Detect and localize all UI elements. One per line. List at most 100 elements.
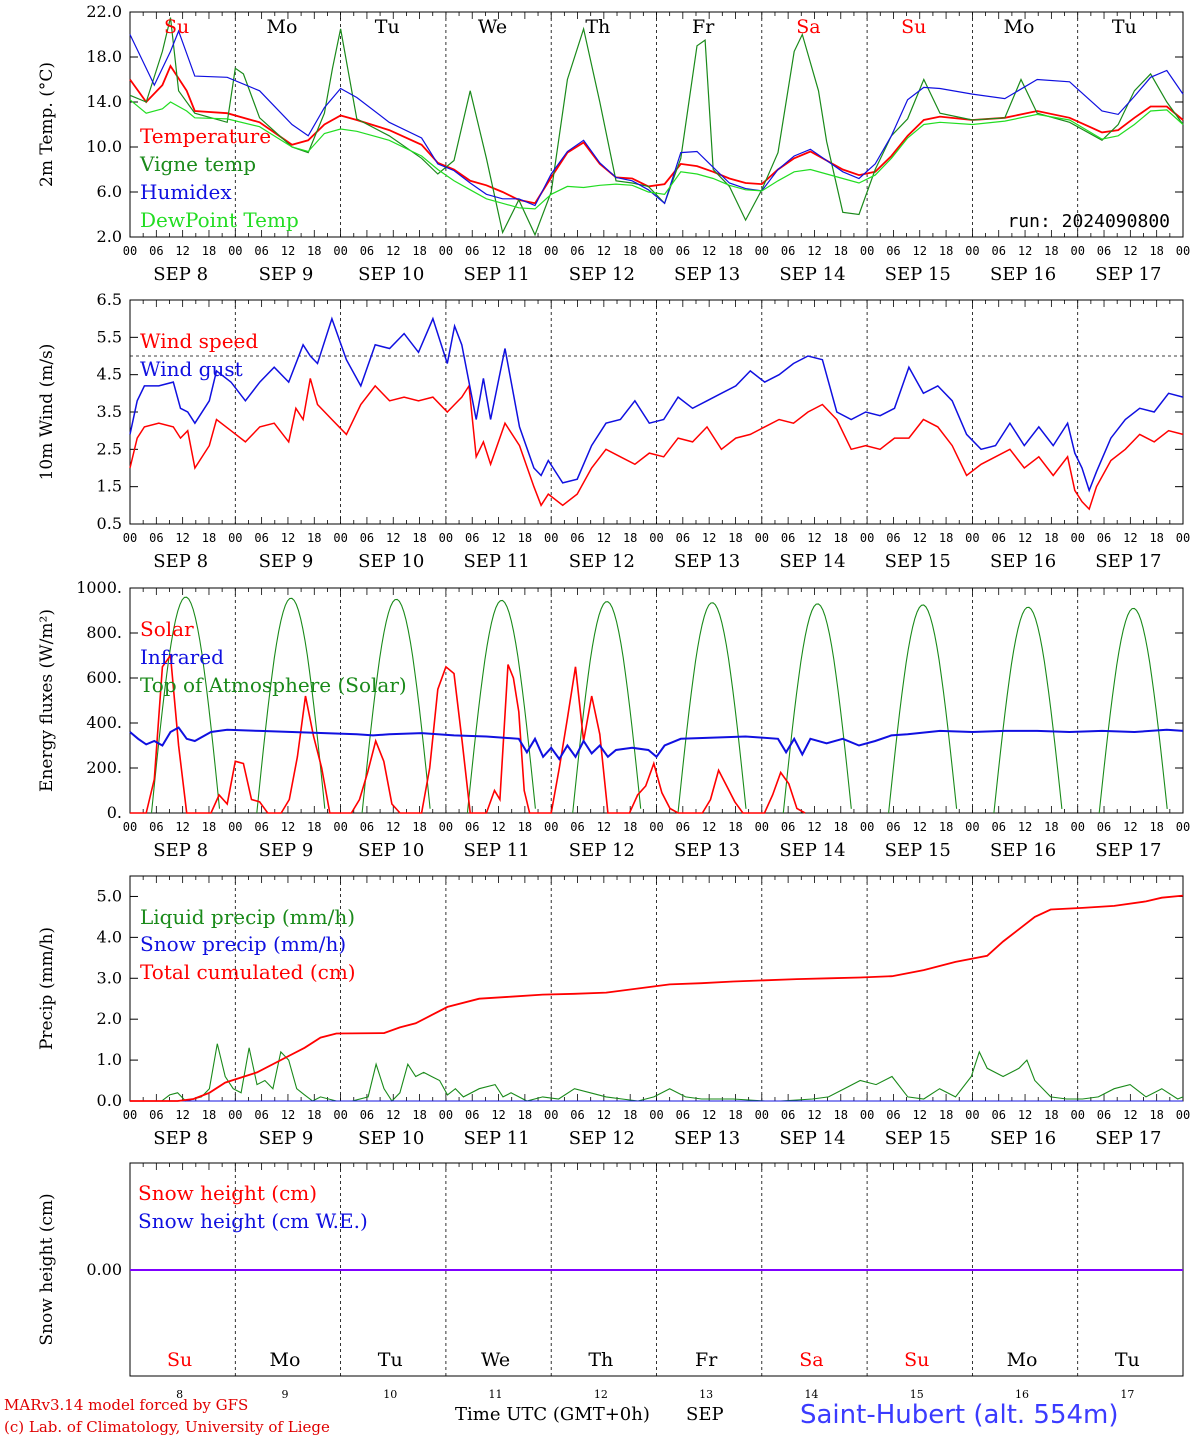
- day-number: 15: [910, 1388, 924, 1401]
- hour-tick-label: 18: [412, 531, 426, 545]
- hour-tick-label: 00: [755, 244, 769, 258]
- toa-solar-arc: [361, 598, 431, 814]
- date-label: SEP 16: [990, 840, 1056, 861]
- y-tick-label: 2.5: [97, 439, 122, 458]
- hour-tick-label: 18: [412, 244, 426, 258]
- toa-solar-arc: [888, 604, 958, 814]
- date-label: SEP 12: [569, 840, 635, 861]
- hour-tick-label: 12: [1123, 244, 1137, 258]
- hour-tick-label: 06: [149, 531, 163, 545]
- hour-tick-label: 00: [649, 820, 663, 834]
- hour-tick-label: 00: [860, 820, 874, 834]
- toa-solar-arc: [993, 606, 1063, 814]
- hour-tick-label: 12: [597, 820, 611, 834]
- hour-tick-label: 06: [991, 531, 1005, 545]
- date-label: SEP 17: [1095, 1128, 1161, 1149]
- hour-tick-label: 12: [491, 531, 505, 545]
- hour-tick-label: 12: [702, 1108, 716, 1122]
- date-label: SEP 9: [259, 264, 314, 285]
- y-tick-label: 5.0: [97, 886, 122, 905]
- panel-frame: [129, 11, 1184, 238]
- legend-blue: Infrared: [140, 645, 224, 669]
- hour-tick-label: 00: [1070, 820, 1084, 834]
- hour-tick-label: 00: [439, 531, 453, 545]
- hour-tick-label: 06: [570, 820, 584, 834]
- date-label: SEP 8: [153, 551, 208, 572]
- hour-tick-label: 06: [676, 531, 690, 545]
- hour-tick-label: 18: [202, 244, 216, 258]
- panel-3: [129, 587, 1184, 814]
- hour-tick-label: 06: [254, 1108, 268, 1122]
- weekday-bottom: Su: [167, 1349, 192, 1371]
- date-label: SEP 12: [569, 1128, 635, 1149]
- hour-tick-label: 12: [597, 244, 611, 258]
- y-tick-label: 5.5: [97, 327, 122, 346]
- toa-solar-arc: [466, 599, 536, 814]
- weekday-top: Tu: [1112, 16, 1137, 38]
- y-axis-title: Energy fluxes (W/m²): [37, 609, 57, 792]
- date-label: SEP 11: [463, 264, 529, 285]
- weekday-bottom: Th: [588, 1349, 613, 1371]
- hour-tick-label: 12: [807, 1108, 821, 1122]
- series-line: [129, 378, 1184, 511]
- hour-tick-label: 12: [175, 244, 189, 258]
- panel-frame: [129, 587, 1184, 814]
- hour-tick-label: 18: [623, 1108, 637, 1122]
- hour-tick-label: 00: [1070, 1108, 1084, 1122]
- date-label: SEP 16: [990, 551, 1056, 572]
- hour-tick-label: 00: [228, 820, 242, 834]
- hour-tick-label: 18: [939, 531, 953, 545]
- hour-tick-label: 12: [1123, 1108, 1137, 1122]
- hour-tick-label: 00: [544, 531, 558, 545]
- hour-tick-label: 06: [360, 244, 374, 258]
- hour-tick-label: 00: [123, 820, 137, 834]
- hour-tick-label: 18: [834, 244, 848, 258]
- y-tick-label: 600.: [86, 668, 122, 687]
- hour-tick-label: 18: [834, 1108, 848, 1122]
- y-tick-label: 3.5: [97, 402, 122, 421]
- weekday-bottom: Fr: [695, 1349, 718, 1371]
- date-label: SEP 13: [674, 264, 740, 285]
- series-line: [130, 653, 806, 814]
- hour-tick-label: 18: [307, 531, 321, 545]
- hour-tick-label: 06: [465, 531, 479, 545]
- date-label: SEP 8: [153, 264, 208, 285]
- hour-tick-label: 18: [1149, 531, 1163, 545]
- panel-frame: [129, 299, 1184, 525]
- weekday-top: Su: [901, 16, 926, 38]
- hour-tick-label: 18: [623, 244, 637, 258]
- hour-tick-label: 18: [834, 531, 848, 545]
- date-label: SEP 12: [569, 551, 635, 572]
- hour-tick-label: 00: [123, 531, 137, 545]
- hour-tick-label: 00: [439, 1108, 453, 1122]
- hour-tick-label: 06: [254, 244, 268, 258]
- hour-tick-label: 06: [465, 1108, 479, 1122]
- hour-tick-label: 00: [228, 244, 242, 258]
- hour-tick-label: 06: [781, 531, 795, 545]
- date-label: SEP 11: [463, 551, 529, 572]
- series-line: [129, 29, 1184, 207]
- hour-tick-label: 06: [781, 1108, 795, 1122]
- hour-tick-label: 06: [1097, 1108, 1111, 1122]
- hour-tick-label: 00: [965, 244, 979, 258]
- panel-4: [129, 875, 1184, 1102]
- date-label: SEP 8: [153, 840, 208, 861]
- weekday-top: Th: [585, 16, 610, 38]
- weekday-top: We: [478, 16, 507, 38]
- date-label: SEP 13: [674, 840, 740, 861]
- day-number: 13: [699, 1388, 713, 1401]
- hour-tick-label: 12: [491, 244, 505, 258]
- legend-red: Total cumulated (cm): [140, 960, 356, 984]
- y-tick-label: 800.: [86, 623, 122, 642]
- hour-tick-label: 00: [965, 531, 979, 545]
- weekday-bottom: Tu: [1115, 1349, 1140, 1371]
- hour-tick-label: 12: [913, 531, 927, 545]
- legend-blue: Snow precip (mm/h): [140, 932, 346, 956]
- hour-tick-label: 00: [544, 820, 558, 834]
- hour-tick-label: 12: [807, 244, 821, 258]
- hour-tick-label: 18: [518, 1108, 532, 1122]
- hour-tick-label: 12: [1018, 244, 1032, 258]
- hour-tick-label: 06: [1097, 820, 1111, 834]
- hour-tick-label: 18: [518, 531, 532, 545]
- legend-green: Vigne temp: [139, 152, 256, 176]
